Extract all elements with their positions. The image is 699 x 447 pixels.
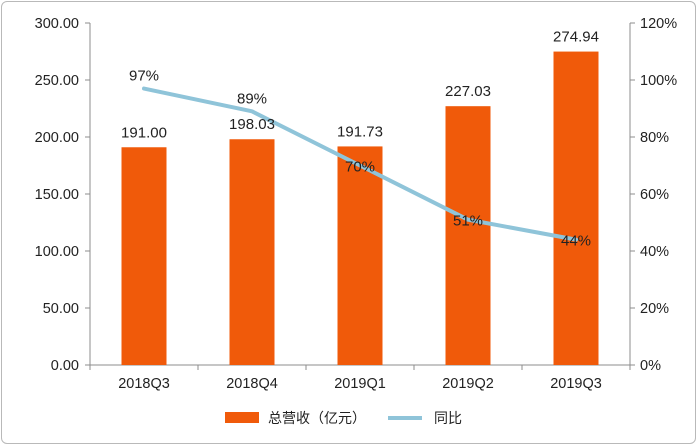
bar [445,106,491,366]
left-tick-label: 100.00 [35,244,79,260]
bar-value-label: 227.03 [445,83,491,100]
bar [337,146,383,365]
legend-line-label: 同比 [434,411,462,427]
left-tick-label: 0.00 [51,358,79,374]
legend: 总营收（亿元） 同比 [225,411,462,427]
data-labels: 191.00 198.03 191.73 227.03 274.94 97% 89% 70% 5… [121,29,599,250]
bar-value-label: 274.94 [553,29,599,46]
left-tick-label: 50.00 [43,301,79,317]
right-tick-label: 120% [640,16,677,32]
left-tick-label: 150.00 [35,187,79,203]
right-tick-label: 20% [640,301,669,317]
right-tick-label: 100% [640,73,677,89]
bar [121,147,167,365]
right-tick-label: 0% [640,358,661,374]
yoy-line [142,86,578,242]
bar-value-label: 198.03 [229,116,275,133]
left-tick-label: 250.00 [35,73,79,89]
x-tick-label: 2018Q3 [118,376,170,392]
legend-bar-swatch [225,412,259,423]
bar [553,51,599,366]
bar-value-label: 191.00 [121,124,167,141]
line-value-label: 44% [561,233,591,250]
right-tick-label: 80% [640,130,669,146]
line-value-label: 89% [237,90,267,107]
right-tick-label: 60% [640,187,669,203]
right-tick-label: 40% [640,244,669,260]
bar [229,139,275,365]
x-tick-label: 2019Q2 [442,376,494,392]
line-value-label: 97% [129,68,159,85]
left-tick-label: 300.00 [35,16,79,32]
bar-value-label: 191.73 [337,123,383,140]
axes: 0.00 50.00 100.00 150.00 200.00 250.00 300.00 0… [35,16,678,392]
line-value-label: 51% [453,213,483,230]
legend-bar-label: 总营收（亿元） [268,411,366,427]
x-tick-label: 2019Q1 [334,376,386,392]
line-value-label: 70% [345,159,375,176]
x-tick-label: 2019Q3 [550,376,602,392]
bar-series [121,51,599,366]
left-tick-label: 200.00 [35,130,79,146]
x-tick-label: 2018Q4 [226,376,278,392]
line-series [142,86,578,242]
